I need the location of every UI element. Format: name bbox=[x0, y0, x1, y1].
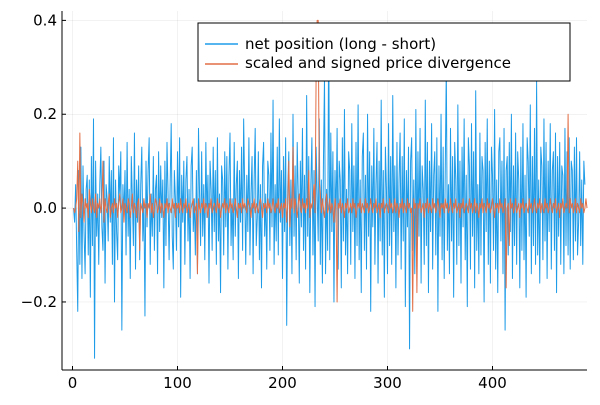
series-line-price-divergence bbox=[73, 19, 588, 312]
x-tick-label: 100 bbox=[163, 374, 192, 392]
legend-label-net-position: net position (long - short) bbox=[245, 35, 436, 53]
legend-label-price-divergence: scaled and signed price divergence bbox=[245, 54, 511, 72]
y-tick-label: 0.2 bbox=[33, 105, 57, 123]
y-tick-label: 0.4 bbox=[33, 11, 57, 29]
tick-labels: 0 100 200 300 400 −0.2 0.0 0.2 0.4 bbox=[21, 11, 507, 392]
legend: net position (long - short) scaled and s… bbox=[197, 22, 571, 82]
axes-layer bbox=[61, 11, 587, 371]
x-tick-label: 0 bbox=[68, 374, 78, 392]
y-tick-label: −0.2 bbox=[21, 293, 57, 311]
series-layer bbox=[73, 19, 588, 359]
y-tick-label: 0.0 bbox=[33, 199, 57, 217]
legend-box bbox=[197, 22, 571, 82]
series-line-net-position bbox=[73, 24, 586, 359]
x-tick-label: 400 bbox=[478, 374, 507, 392]
x-tick-label: 200 bbox=[268, 374, 297, 392]
x-tick-label: 300 bbox=[373, 374, 402, 392]
